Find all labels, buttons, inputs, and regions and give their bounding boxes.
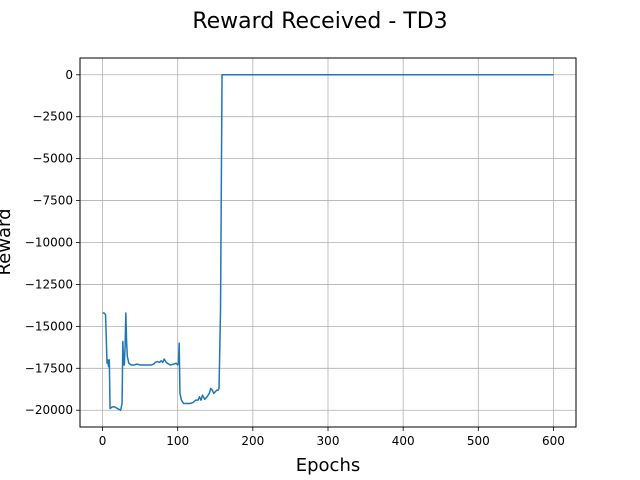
y-tick-label: 0: [65, 68, 73, 82]
x-tick-label: 600: [542, 434, 565, 448]
y-tick-label: −17500: [25, 361, 73, 375]
x-axis: 0 100 200 300 400 500 600: [99, 427, 565, 448]
x-tick-label: 400: [392, 434, 415, 448]
y-tick-label: −15000: [25, 319, 73, 333]
y-axis-label: Reward: [0, 208, 15, 275]
y-tick-label: −10000: [25, 236, 73, 250]
x-tick-label: 300: [317, 434, 340, 448]
y-tick-label: −2500: [32, 110, 73, 124]
x-axis-label: Epochs: [296, 455, 361, 476]
y-tick-label: −5000: [32, 152, 73, 166]
x-tick-label: 500: [467, 434, 490, 448]
x-tick-label: 200: [241, 434, 264, 448]
chart-title: Reward Received - TD3: [192, 9, 447, 34]
y-axis: 0 −2500 −5000 −7500 −10000 −12500 −15000 −17500…: [25, 68, 80, 417]
y-tick-label: −7500: [32, 194, 73, 208]
y-tick-label: −12500: [25, 277, 73, 291]
x-tick-label: 100: [166, 434, 189, 448]
reward-series-line: [102, 74, 554, 411]
x-tick-label: 0: [99, 434, 107, 448]
grid: [80, 58, 576, 427]
series-layer: [102, 74, 554, 411]
y-tick-label: −20000: [25, 403, 73, 417]
